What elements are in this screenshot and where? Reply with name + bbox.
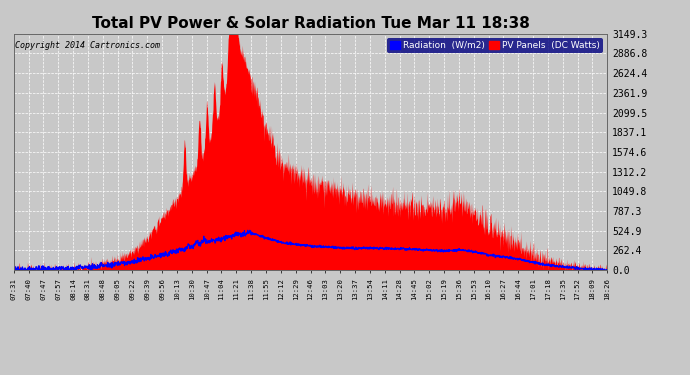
Legend: Radiation  (W/m2), PV Panels  (DC Watts): Radiation (W/m2), PV Panels (DC Watts) — [387, 38, 602, 53]
Title: Total PV Power & Solar Radiation Tue Mar 11 18:38: Total PV Power & Solar Radiation Tue Mar… — [92, 16, 529, 31]
Text: Copyright 2014 Cartronics.com: Copyright 2014 Cartronics.com — [15, 41, 160, 50]
